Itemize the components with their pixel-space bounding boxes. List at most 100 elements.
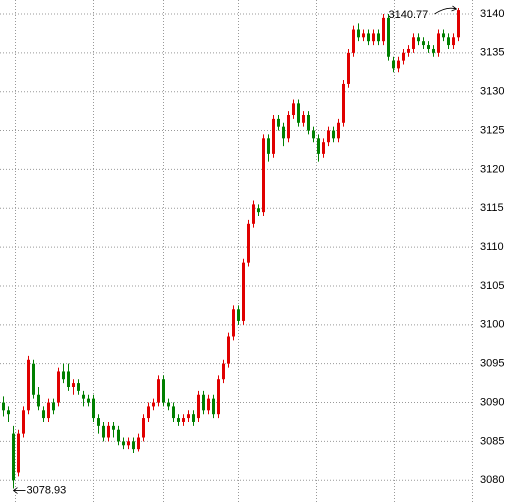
candle-body — [267, 138, 270, 154]
candle-body — [47, 402, 50, 419]
candle-body — [237, 309, 240, 321]
y-tick-label: 3135 — [480, 47, 504, 59]
candle-body — [57, 371, 60, 403]
candle-body — [372, 33, 375, 42]
candle-body — [362, 33, 365, 38]
candle-body — [147, 406, 150, 419]
candle-body — [232, 309, 235, 337]
candle-body — [427, 45, 430, 49]
candle-body — [392, 60, 395, 69]
candle-body — [357, 29, 360, 38]
candle-body — [12, 433, 15, 481]
candle-body — [352, 29, 355, 53]
candle-body — [452, 37, 455, 46]
candle-body — [432, 48, 435, 53]
candle-body — [102, 425, 105, 438]
y-tick-label: 3100 — [480, 319, 504, 331]
max-label: 3140.77 — [389, 9, 429, 21]
candle-body — [77, 383, 80, 391]
candle-body — [257, 208, 260, 213]
candle-body — [417, 37, 420, 42]
candle-body — [217, 379, 220, 415]
candle-body — [407, 48, 410, 53]
candle-body — [342, 83, 345, 123]
candle-body — [292, 103, 295, 116]
candle-body — [242, 262, 245, 321]
candle-body — [97, 418, 100, 426]
candle-body — [192, 414, 195, 422]
candle-body — [297, 103, 300, 123]
candle-body — [302, 115, 305, 123]
y-tick-label: 3090 — [480, 396, 504, 408]
candle-body — [67, 371, 70, 387]
candle-body — [7, 410, 10, 415]
candle-body — [287, 115, 290, 139]
candle-body — [117, 429, 120, 442]
y-tick-label: 3095 — [480, 358, 504, 370]
candle-body — [422, 41, 425, 46]
candle-body — [272, 118, 275, 154]
y-tick-label: 3140 — [480, 8, 504, 20]
max-arrow — [434, 5, 458, 15]
candle-body — [162, 379, 165, 403]
candle-body — [202, 394, 205, 411]
candle-body — [457, 10, 460, 38]
candle-body — [377, 33, 380, 42]
candle-body — [52, 402, 55, 411]
candle-body — [307, 115, 310, 131]
candle-body — [277, 118, 280, 127]
candle-body — [382, 17, 385, 42]
candle-body — [397, 60, 400, 69]
min-label: 3078.93 — [27, 484, 67, 496]
y-tick-label: 3105 — [480, 280, 504, 292]
candle-body — [222, 363, 225, 380]
candle-body — [252, 204, 255, 224]
candle-body — [92, 398, 95, 419]
y-tick-label: 3115 — [480, 202, 504, 214]
candle-body — [282, 126, 285, 139]
y-tick-label: 3080 — [480, 474, 504, 486]
candle-body — [212, 398, 215, 415]
candle-body — [262, 138, 265, 213]
candle-body — [347, 52, 350, 84]
candle-body — [137, 437, 140, 450]
candle-body — [437, 33, 440, 53]
candle-body — [332, 130, 335, 139]
candle-body — [142, 418, 145, 438]
candle-body — [22, 410, 25, 434]
candle-body — [327, 130, 330, 143]
candle-body — [367, 33, 370, 42]
candle-body — [337, 122, 340, 139]
candle-body — [207, 398, 210, 411]
candle-body — [172, 406, 175, 419]
candle-body — [157, 379, 160, 403]
candle-body — [132, 441, 135, 450]
candle-body — [197, 394, 200, 419]
candle-body — [152, 402, 155, 407]
candle-body — [227, 336, 230, 364]
candle-body — [32, 363, 35, 395]
candle-body — [87, 398, 90, 403]
y-tick-label: 3085 — [480, 435, 504, 447]
candle-body — [412, 37, 415, 49]
candle-body — [112, 425, 115, 430]
candle-body — [37, 394, 40, 407]
candle-body — [127, 441, 130, 446]
candle-body — [247, 223, 250, 263]
min-arrow — [12, 487, 26, 494]
candle-body — [82, 394, 85, 399]
y-tick-label: 3125 — [480, 124, 504, 136]
candle-body — [122, 441, 125, 446]
candle-body — [27, 359, 30, 411]
candle-body — [17, 433, 20, 473]
candle-body — [72, 383, 75, 387]
candle-body — [107, 425, 110, 438]
candle-body — [387, 17, 390, 57]
candle-body — [442, 33, 445, 38]
candle-body — [322, 142, 325, 154]
candle-body — [402, 52, 405, 61]
candle-body — [312, 130, 315, 139]
candle-body — [317, 138, 320, 154]
candle-body — [167, 402, 170, 407]
